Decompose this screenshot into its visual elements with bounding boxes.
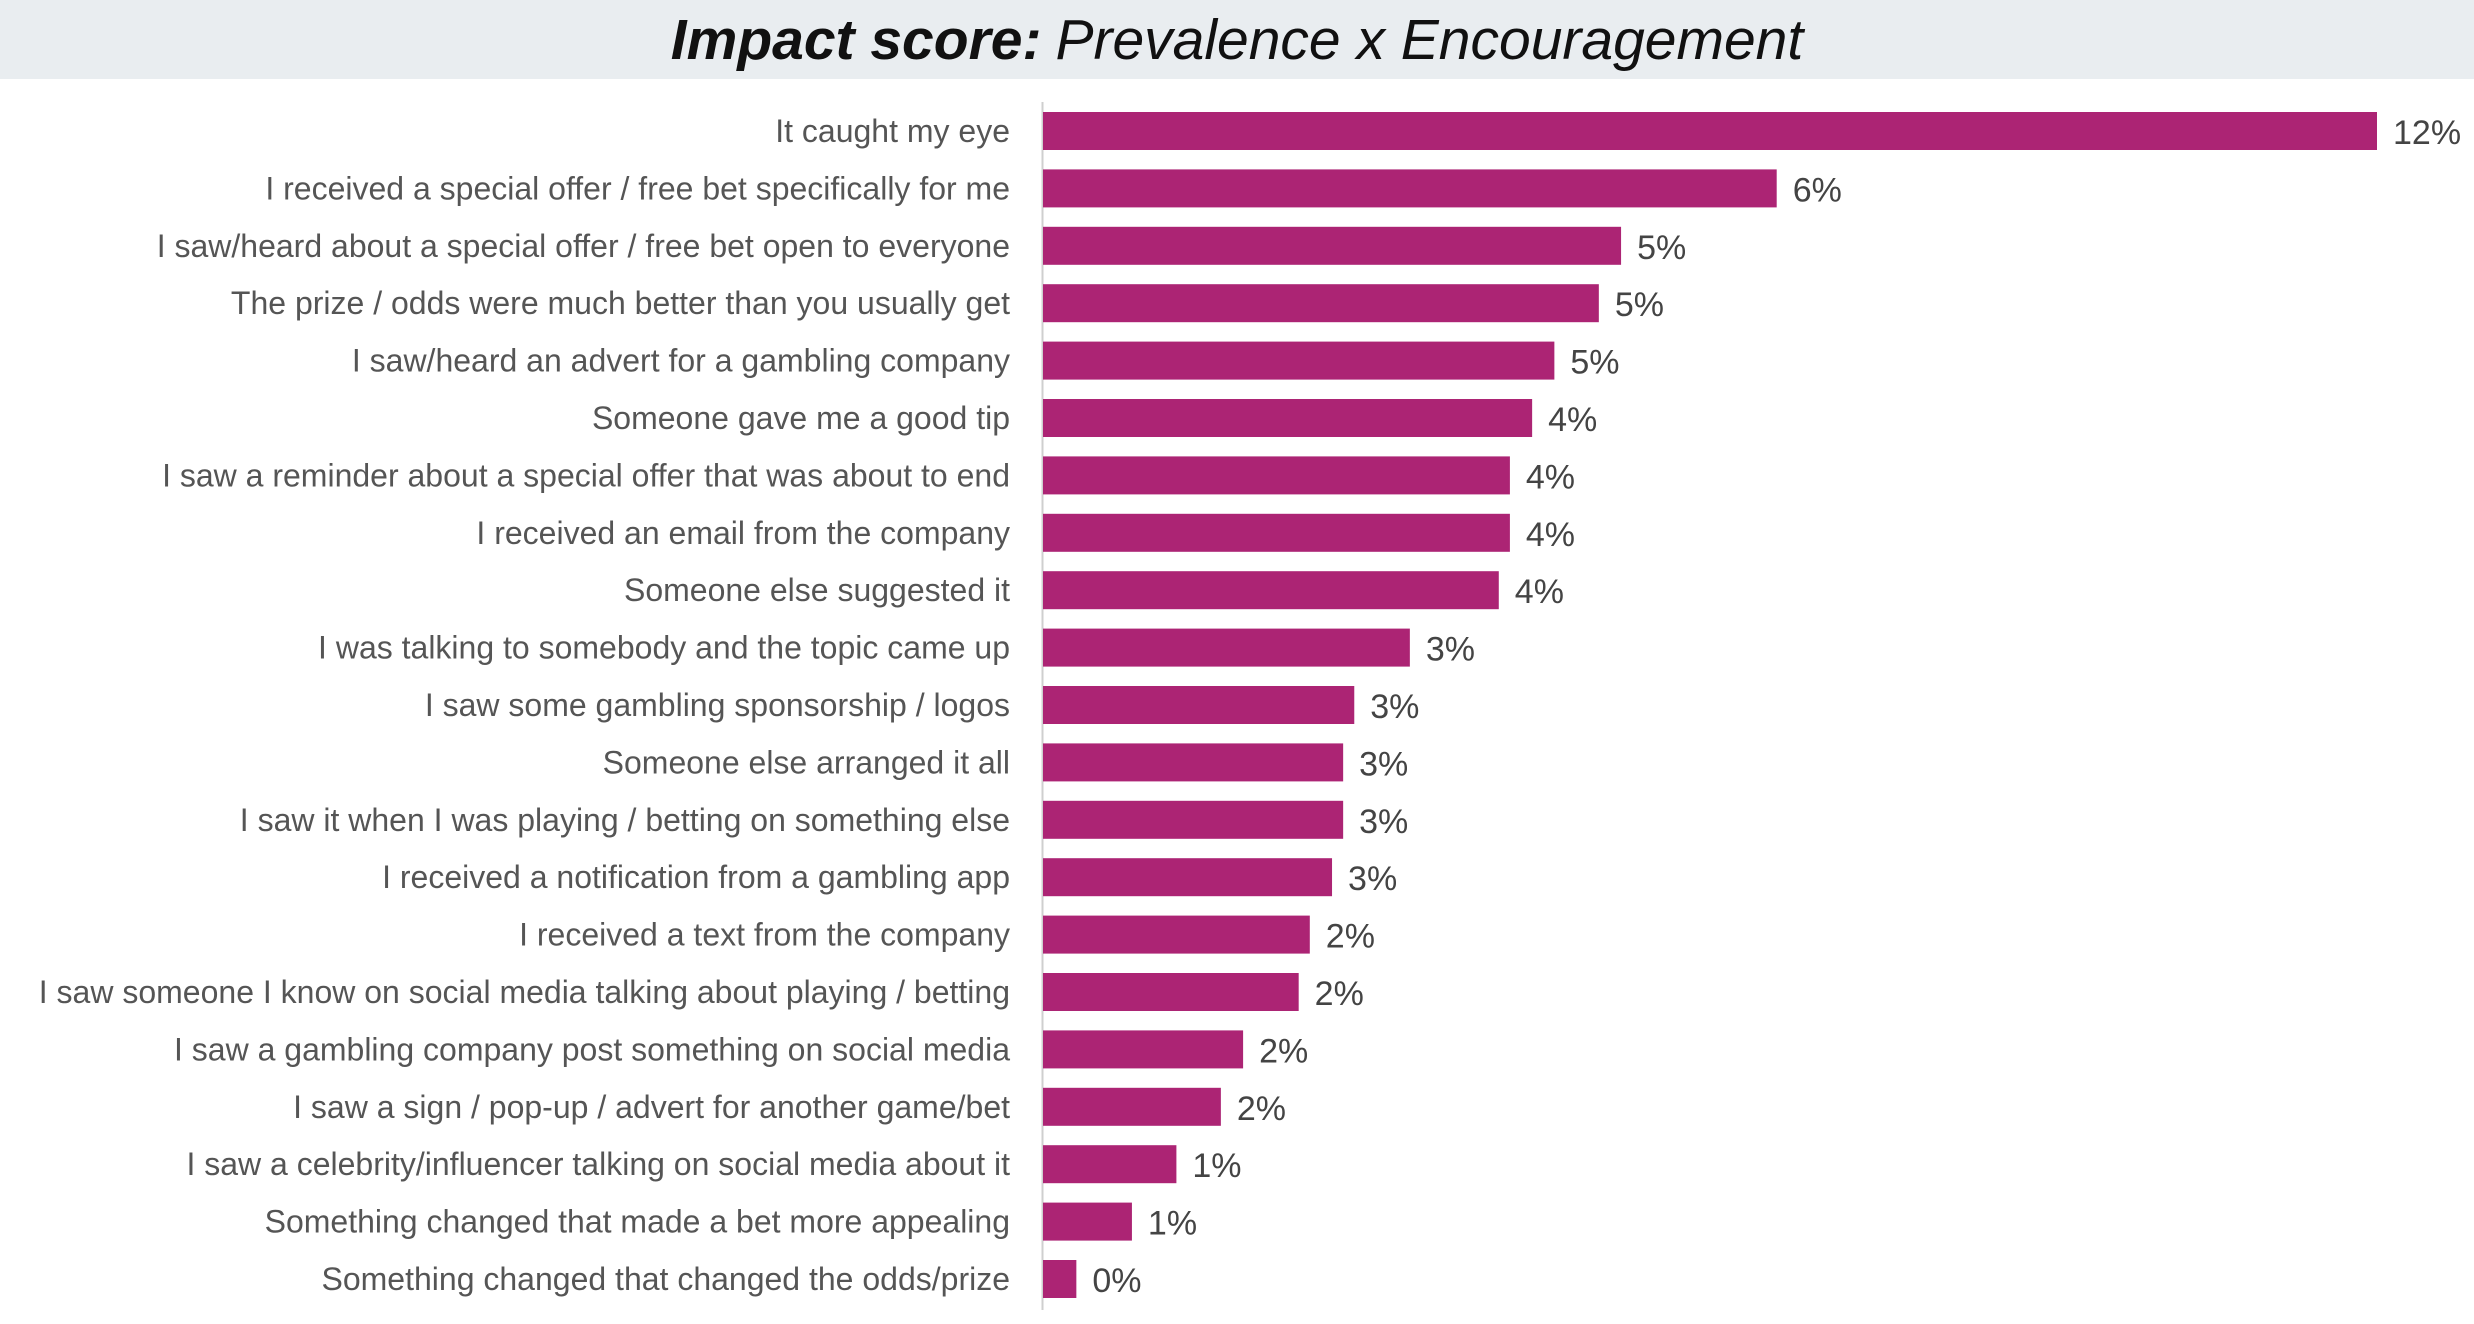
category-label: I saw a celebrity/influencer talking on … xyxy=(186,1146,1010,1182)
category-label: I saw a reminder about a special offer t… xyxy=(162,457,1010,493)
value-label: 5% xyxy=(1637,229,1686,267)
value-label: 2% xyxy=(1315,975,1364,1013)
category-label: I was talking to somebody and the topic … xyxy=(318,630,1010,666)
category-label: I received a special offer / free bet sp… xyxy=(265,170,1010,206)
chart-title-rest: Prevalence x Encouragement xyxy=(1055,7,1804,72)
bar xyxy=(1043,858,1333,897)
bar xyxy=(1043,1145,1177,1184)
category-label: It caught my eye xyxy=(775,113,1010,149)
bar xyxy=(1043,1202,1132,1241)
bar xyxy=(1043,513,1510,552)
value-label: 4% xyxy=(1548,401,1597,439)
value-label: 2% xyxy=(1237,1090,1286,1128)
bar xyxy=(1043,628,1410,667)
bar xyxy=(1043,743,1344,782)
category-label: I saw some gambling sponsorship / logos xyxy=(425,687,1010,723)
value-label: 2% xyxy=(1259,1032,1308,1070)
value-label: 2% xyxy=(1326,918,1375,956)
category-label: Something changed that made a bet more a… xyxy=(265,1204,1010,1240)
value-label: 3% xyxy=(1348,860,1397,898)
bar xyxy=(1043,341,1555,380)
chart-title: Impact score: Prevalence x Encouragement xyxy=(0,0,2474,79)
value-label: 3% xyxy=(1426,631,1475,669)
value-label: 0% xyxy=(1092,1262,1141,1300)
bar xyxy=(1043,1030,1244,1069)
category-label: Something changed that changed the odds/… xyxy=(322,1261,1011,1297)
category-label: The prize / odds were much better than y… xyxy=(231,285,1010,321)
value-label: 5% xyxy=(1615,286,1664,324)
value-label: 4% xyxy=(1526,516,1575,554)
category-label: Someone else arranged it all xyxy=(603,744,1010,780)
value-label: 5% xyxy=(1570,344,1619,382)
category-label: I saw a sign / pop-up / advert for anoth… xyxy=(293,1089,1010,1125)
value-label: 4% xyxy=(1515,573,1564,611)
category-label: I received a text from the company xyxy=(519,917,1010,953)
category-label: I saw it when I was playing / betting on… xyxy=(240,802,1010,838)
value-label: 3% xyxy=(1359,745,1408,783)
category-label: Someone gave me a good tip xyxy=(592,400,1010,436)
category-label: I received an email from the company xyxy=(476,515,1010,551)
category-label: Someone else suggested it xyxy=(624,572,1010,608)
category-label: I saw/heard about a special offer / free… xyxy=(157,228,1010,264)
category-label: I saw a gambling company post something … xyxy=(174,1031,1010,1067)
bar xyxy=(1043,571,1499,610)
bar xyxy=(1043,1087,1221,1126)
bar xyxy=(1043,169,1777,208)
value-label: 1% xyxy=(1148,1205,1197,1243)
bar xyxy=(1043,800,1344,839)
bar xyxy=(1043,226,1622,265)
category-label: I saw someone I know on social media tal… xyxy=(39,974,1010,1010)
bar xyxy=(1043,915,1310,954)
value-label: 4% xyxy=(1526,458,1575,496)
value-label: 3% xyxy=(1370,688,1419,726)
bar xyxy=(1043,1260,1077,1298)
category-label: I saw/heard an advert for a gambling com… xyxy=(352,343,1010,379)
bar xyxy=(1043,284,1599,323)
value-label: 3% xyxy=(1359,803,1408,841)
bar xyxy=(1043,112,2377,150)
value-label: 12% xyxy=(2393,114,2461,152)
category-label: I received a notification from a gamblin… xyxy=(382,859,1010,895)
value-label: 6% xyxy=(1793,171,1842,209)
value-label: 1% xyxy=(1192,1147,1241,1185)
bar xyxy=(1043,973,1299,1011)
chart-title-bold: Impact score: xyxy=(670,7,1042,72)
bar xyxy=(1043,686,1355,724)
bar xyxy=(1043,399,1533,437)
bar xyxy=(1043,456,1510,495)
